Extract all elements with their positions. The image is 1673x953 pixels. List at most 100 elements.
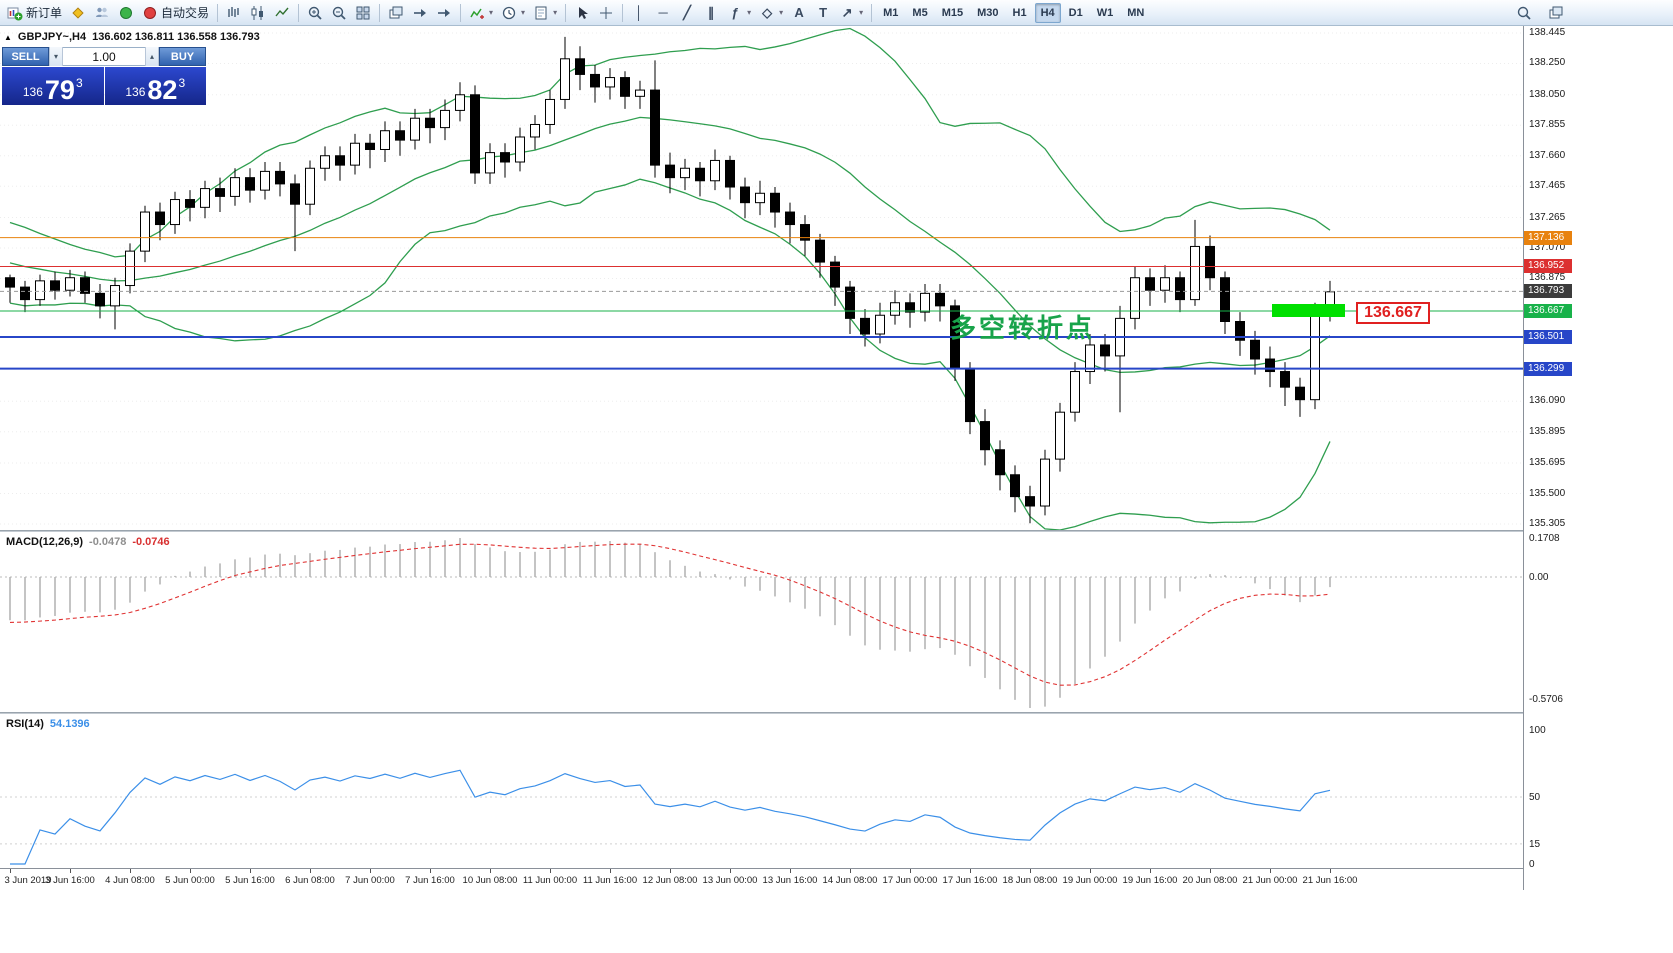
chart-annotation-text[interactable]: 多空转折点 [950, 313, 1096, 343]
line-chart-button[interactable] [270, 2, 294, 24]
zoom-in-button[interactable] [303, 2, 327, 24]
timeframe-m15[interactable]: M15 [941, 6, 964, 19]
rsi-axis-label: 0 [1529, 859, 1535, 870]
sell-button[interactable]: SELL [2, 47, 49, 66]
time-axis-label: 6 Jun 08:00 [285, 875, 335, 886]
channel-icon: ∥ [707, 4, 715, 20]
buy-price-display[interactable]: 136 82 3 [104, 67, 206, 105]
price-axis-label: 135.695 [1529, 457, 1566, 468]
panel-divider[interactable] [0, 530, 1673, 532]
fibonacci-button[interactable]: ƒ ▾ [723, 2, 755, 24]
shapes-button[interactable]: ◇ ▾ [755, 2, 787, 24]
indicators-button[interactable]: ▾ [465, 2, 497, 24]
volume-up-button[interactable]: ▴ [145, 47, 159, 66]
time-tick [850, 869, 851, 873]
text-button[interactable]: A [787, 2, 811, 24]
macd-label: MACD(12,26,9) -0.0478 -0.0746 [6, 536, 170, 548]
text-label-button[interactable]: T [811, 2, 835, 24]
volume-control [63, 47, 145, 66]
panel-divider[interactable] [0, 712, 1673, 714]
volume-down-button[interactable]: ▾ [49, 47, 63, 66]
timeframe-h1[interactable]: H1 [1012, 6, 1027, 19]
time-tick [550, 869, 551, 873]
time-axis-label: 11 Jun 00:00 [522, 875, 578, 886]
tile-windows-icon [355, 5, 371, 21]
macd-axis-label: -0.5706 [1529, 694, 1563, 705]
data-window-button[interactable] [114, 2, 138, 24]
price-callout-label[interactable]: 136.667 [1356, 302, 1430, 324]
data-window-icon [118, 5, 134, 21]
horizontal-line-button[interactable]: ─ [651, 2, 675, 24]
time-tick [1270, 869, 1271, 873]
arrange-windows-icon [388, 5, 404, 21]
arrange-windows-button[interactable] [384, 2, 408, 24]
price-axis-label: 137.265 [1529, 211, 1566, 223]
rsi-panel[interactable]: RSI(14) 54.1396 [0, 714, 1673, 868]
toolbar-right-group [1512, 2, 1568, 24]
time-tick [130, 869, 131, 873]
time-axis-label: 4 Jun 08:00 [105, 875, 155, 886]
time-tick [1150, 869, 1151, 873]
dropdown-caret-icon: ▾ [521, 8, 526, 17]
time-tick [970, 869, 971, 873]
price-tag: 137.136 [1524, 230, 1572, 245]
timeframe-w1[interactable]: W1 [1096, 6, 1114, 19]
bar-chart-icon [226, 5, 242, 21]
autotrading-button[interactable]: 自动交易 [138, 2, 213, 24]
time-axis-label: 13 Jun 16:00 [762, 875, 818, 886]
trendline-button[interactable]: ╱ [675, 2, 699, 24]
arrows-button[interactable]: ↗ ▾ [835, 2, 867, 24]
time-axis-label: 20 Jun 08:00 [1182, 875, 1238, 886]
chart-list-icon [1548, 5, 1564, 21]
price-axis-label: 137.660 [1529, 149, 1566, 161]
timeframe-m30[interactable]: M30 [977, 6, 999, 19]
templates-button[interactable]: ▾ [529, 2, 561, 24]
price-axis-label: 138.050 [1529, 88, 1566, 100]
rsi-value: 54.1396 [49, 718, 90, 730]
cursor-button[interactable] [570, 2, 594, 24]
sell-price-display[interactable]: 136 79 3 [2, 67, 104, 105]
candlestick-chart-button[interactable] [246, 2, 270, 24]
time-axis-label: 17 Jun 00:00 [882, 875, 938, 886]
chart-templates-button[interactable] [66, 2, 90, 24]
new-order-label: 新订单 [26, 6, 63, 20]
chart-list-button[interactable] [1544, 2, 1568, 24]
volume-input[interactable] [63, 48, 145, 65]
price-axis[interactable]: 138.445 138.250 138.050 137.855 137.660 137.4… [1524, 26, 1673, 890]
profiles-button[interactable] [90, 2, 114, 24]
time-axis[interactable]: 3 Jun 2019 3 Jun 16:00 4 Jun 08:00 5 Jun 00… [0, 868, 1523, 890]
new-order-button[interactable]: 新订单 [3, 2, 66, 24]
chart-panel[interactable]: ▲ GBPJPY~,H4 136.602 136.811 136.558 136… [0, 26, 1673, 530]
collapse-triangle-icon[interactable]: ▲ [4, 32, 12, 42]
fibonacci-icon: ƒ [731, 4, 739, 20]
candlestick-chart[interactable] [0, 26, 1523, 530]
timeframe-h4[interactable]: H4 [1034, 2, 1061, 23]
zoom-in-icon [307, 5, 323, 21]
bar-chart-button[interactable] [222, 2, 246, 24]
price-tag: 136.952 [1524, 259, 1572, 274]
zoom-out-button[interactable] [327, 2, 351, 24]
buy-button[interactable]: BUY [159, 47, 206, 66]
tile-windows-button[interactable] [351, 2, 375, 24]
macd-panel[interactable]: MACD(12,26,9) -0.0478 -0.0746 [0, 532, 1673, 712]
timeframe-d1[interactable]: D1 [1068, 6, 1083, 19]
price-zone-highlight[interactable] [1272, 304, 1345, 317]
rsi-name: RSI(14) [6, 718, 44, 730]
dropdown-caret-icon: ▾ [553, 8, 558, 17]
macd-axis-label: 0.1708 [1529, 533, 1560, 544]
time-tick [610, 869, 611, 873]
dropdown-caret-icon: ▾ [489, 8, 494, 17]
timeframe-m5[interactable]: M5 [912, 6, 928, 19]
search-button[interactable] [1512, 2, 1536, 24]
auto-scroll-icon [412, 5, 428, 21]
auto-scroll-button[interactable] [408, 2, 432, 24]
crosshair-button[interactable] [594, 2, 618, 24]
channel-button[interactable]: ∥ [699, 2, 723, 24]
chart-shift-button[interactable] [432, 2, 456, 24]
vertical-line-button[interactable]: │ [627, 2, 651, 24]
time-axis-label: 12 Jun 08:00 [642, 875, 698, 886]
timeframe-m1[interactable]: M1 [883, 6, 899, 19]
periods-button[interactable]: ▾ [497, 2, 529, 24]
toolbar-separator [565, 3, 567, 22]
timeframe-mn[interactable]: MN [1127, 6, 1145, 19]
